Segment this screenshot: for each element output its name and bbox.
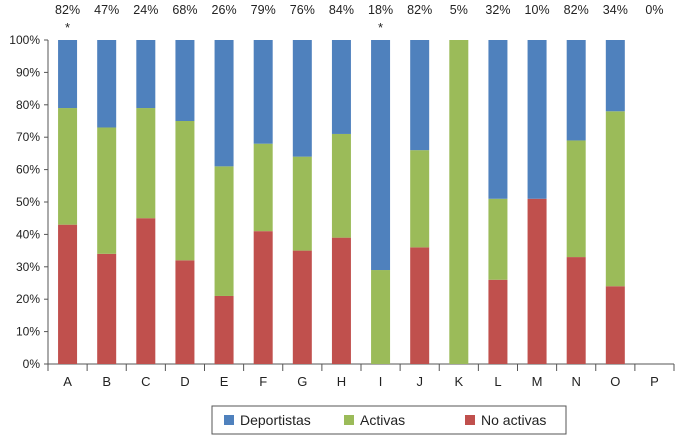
y-tick-label: 90% bbox=[16, 65, 40, 79]
bar-segment-activas-i bbox=[371, 270, 391, 364]
top-percent-label: 24% bbox=[133, 3, 158, 17]
top-percent-label: 34% bbox=[603, 3, 628, 17]
significance-asterisk: * bbox=[378, 20, 383, 35]
bar-segment-deportistas-g bbox=[292, 40, 312, 157]
bar-segment-deportistas-j bbox=[410, 40, 430, 151]
bar-segment-no-activas-d bbox=[175, 260, 195, 364]
bar-segment-no-activas-o bbox=[605, 286, 625, 364]
y-tick-label: 70% bbox=[16, 130, 40, 144]
bar-segment-no-activas-h bbox=[331, 237, 351, 364]
y-tick-label: 0% bbox=[23, 357, 41, 371]
bar-segment-no-activas-a bbox=[58, 224, 78, 364]
x-category-label: M bbox=[532, 374, 543, 389]
bar-segment-deportistas-n bbox=[566, 40, 586, 141]
x-category-label: L bbox=[494, 374, 501, 389]
y-tick-label: 50% bbox=[16, 195, 40, 209]
legend-label-no-activas: No activas bbox=[481, 412, 546, 428]
bar-segment-no-activas-b bbox=[97, 253, 117, 364]
bar-segment-activas-g bbox=[292, 156, 312, 251]
x-category-label: I bbox=[379, 374, 383, 389]
top-percent-label: 82% bbox=[564, 3, 589, 17]
top-percent-label: 26% bbox=[212, 3, 237, 17]
legend-box bbox=[211, 405, 567, 435]
x-category-label: N bbox=[571, 374, 580, 389]
top-percent-label: 76% bbox=[290, 3, 315, 17]
bar-segment-deportistas-c bbox=[136, 40, 156, 109]
top-percent-label: 68% bbox=[172, 3, 197, 17]
top-percent-label: 5% bbox=[450, 3, 468, 17]
significance-asterisk: * bbox=[65, 20, 70, 35]
bar-segment-activas-l bbox=[488, 198, 508, 280]
bar-segment-activas-k bbox=[449, 40, 469, 364]
x-category-label: P bbox=[650, 374, 659, 389]
top-percent-label: 79% bbox=[251, 3, 276, 17]
y-tick-label: 30% bbox=[16, 260, 40, 274]
bar-segment-activas-d bbox=[175, 121, 195, 261]
bar-segment-activas-c bbox=[136, 108, 156, 219]
y-tick-label: 100% bbox=[9, 33, 40, 47]
top-percent-label: 82% bbox=[55, 3, 80, 17]
bar-segment-activas-f bbox=[253, 143, 273, 232]
x-category-label: J bbox=[416, 374, 423, 389]
bar-segment-activas-o bbox=[605, 111, 625, 287]
x-category-label: B bbox=[102, 374, 111, 389]
y-tick-label: 10% bbox=[16, 325, 40, 339]
x-category-label: D bbox=[180, 374, 189, 389]
bar-segment-deportistas-d bbox=[175, 40, 195, 121]
top-percent-label: 84% bbox=[329, 3, 354, 17]
bar-segment-no-activas-j bbox=[410, 247, 430, 364]
x-category-label: G bbox=[297, 374, 307, 389]
legend-swatch-deportistas bbox=[224, 415, 234, 425]
bar-segment-deportistas-a bbox=[58, 40, 78, 109]
bar-segment-no-activas-g bbox=[292, 250, 312, 364]
bar-segment-activas-e bbox=[214, 166, 234, 296]
y-tick-label: 60% bbox=[16, 163, 40, 177]
y-tick-label: 40% bbox=[16, 227, 40, 241]
bar-segment-activas-b bbox=[97, 127, 117, 254]
bar-segment-deportistas-o bbox=[605, 40, 625, 112]
bar-segment-deportistas-e bbox=[214, 40, 234, 167]
bar-segment-deportistas-b bbox=[97, 40, 117, 128]
bar-segment-no-activas-l bbox=[488, 279, 508, 364]
bar-segment-deportistas-l bbox=[488, 40, 508, 199]
x-category-label: E bbox=[220, 374, 229, 389]
legend-swatch-activas bbox=[344, 415, 354, 425]
bar-segment-activas-a bbox=[58, 108, 78, 225]
x-category-label: C bbox=[141, 374, 150, 389]
bar-segment-deportistas-i bbox=[371, 40, 391, 271]
bar-segment-deportistas-f bbox=[253, 40, 273, 144]
bar-segment-no-activas-e bbox=[214, 295, 234, 364]
bar-segment-deportistas-h bbox=[331, 40, 351, 134]
x-category-label: H bbox=[337, 374, 346, 389]
top-percent-label: 32% bbox=[485, 3, 510, 17]
legend-label-activas: Activas bbox=[360, 412, 405, 428]
bar-segment-no-activas-m bbox=[527, 198, 547, 364]
bar-segment-activas-n bbox=[566, 140, 586, 258]
x-category-label: F bbox=[259, 374, 267, 389]
x-category-label: O bbox=[610, 374, 620, 389]
y-tick-label: 20% bbox=[16, 292, 40, 306]
bar-segment-deportistas-m bbox=[527, 40, 547, 199]
top-percent-label: 47% bbox=[94, 3, 119, 17]
legend-label-deportistas: Deportistas bbox=[240, 412, 311, 428]
y-tick-label: 80% bbox=[16, 98, 40, 112]
x-category-label: K bbox=[454, 374, 463, 389]
top-percent-label: 0% bbox=[645, 3, 663, 17]
bar-segment-no-activas-c bbox=[136, 218, 156, 364]
bar-segment-no-activas-n bbox=[566, 257, 586, 364]
x-category-label: A bbox=[63, 374, 72, 389]
top-percent-label: 10% bbox=[525, 3, 550, 17]
bar-segment-no-activas-f bbox=[253, 231, 273, 364]
top-percent-label: 82% bbox=[407, 3, 432, 17]
bar-segment-activas-j bbox=[410, 150, 430, 248]
legend-swatch-no-activas bbox=[465, 415, 475, 425]
top-percent-label: 18% bbox=[368, 3, 393, 17]
bar-segment-activas-h bbox=[331, 133, 351, 238]
